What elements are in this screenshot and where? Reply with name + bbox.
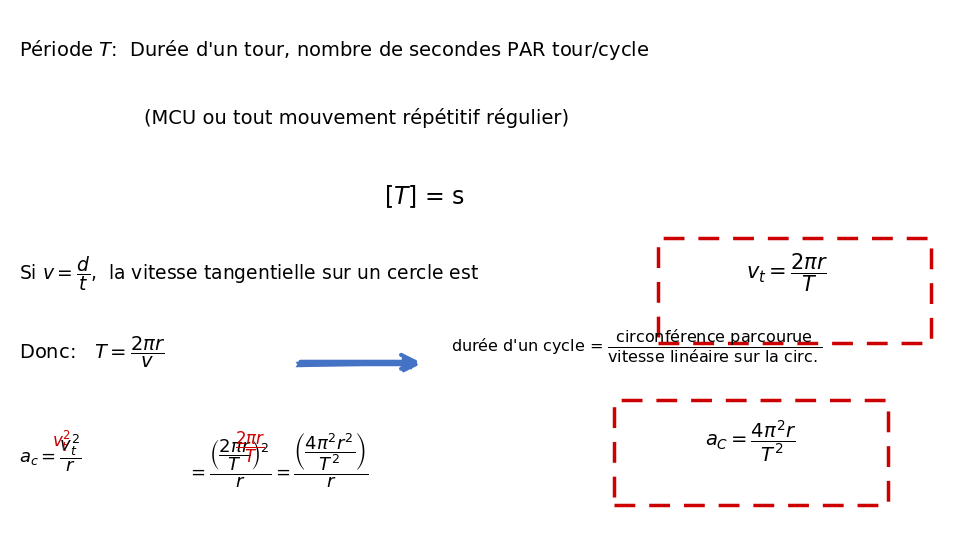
- FancyBboxPatch shape: [614, 400, 888, 505]
- Text: (MCU ou tout mouvement répétitif régulier): (MCU ou tout mouvement répétitif régulie…: [144, 108, 569, 128]
- Text: $v_t = \dfrac{2\pi r}{T}$: $v_t = \dfrac{2\pi r}{T}$: [746, 251, 828, 294]
- Text: $a_C = \dfrac{4\pi^2 r}{T^2}$: $a_C = \dfrac{4\pi^2 r}{T^2}$: [705, 418, 797, 464]
- Text: $[T]$ = s: $[T]$ = s: [384, 184, 465, 211]
- Text: Si $v = \dfrac{d}{t}$,  la vitesse tangentielle sur un cercle est: Si $v = \dfrac{d}{t}$, la vitesse tangen…: [19, 254, 479, 293]
- Text: durée d'un cycle = $\dfrac{\mathrm{circonférence\ parcourue}}{\mathrm{vitesse\ l: durée d'un cycle = $\dfrac{\mathrm{circo…: [451, 327, 823, 364]
- FancyArrowPatch shape: [300, 359, 416, 370]
- FancyBboxPatch shape: [658, 238, 931, 343]
- Text: $v_t^2$: $v_t^2$: [52, 429, 71, 454]
- Text: $a_c = \dfrac{v_t^2}{r}$: $a_c = \dfrac{v_t^2}{r}$: [19, 432, 82, 474]
- Text: $= \dfrac{\left(\dfrac{2\pi r}{T}\right)^2}{r} = \dfrac{\left(\dfrac{4\pi^2 r^2}: $= \dfrac{\left(\dfrac{2\pi r}{T}\right)…: [187, 432, 369, 490]
- Text: Donc:   $T = \dfrac{2\pi r}{v}$: Donc: $T = \dfrac{2\pi r}{v}$: [19, 335, 165, 370]
- Text: Période $T$:  Durée d'un tour, nombre de secondes PAR tour/cycle: Période $T$: Durée d'un tour, nombre de …: [19, 38, 650, 62]
- Text: $\dfrac{2\pi r}{T}$: $\dfrac{2\pi r}{T}$: [235, 429, 266, 464]
